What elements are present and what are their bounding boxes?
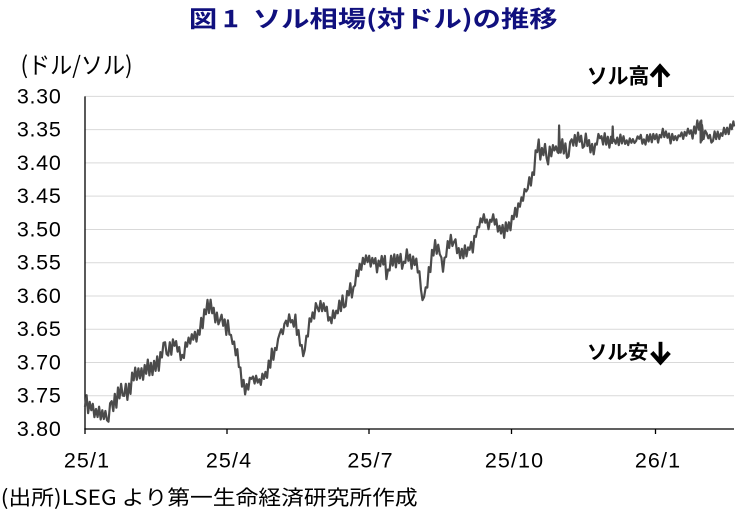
- svg-text:3.35: 3.35: [17, 118, 62, 142]
- svg-text:3.65: 3.65: [17, 317, 62, 341]
- svg-text:25/4: 25/4: [206, 449, 252, 473]
- svg-text:3.45: 3.45: [17, 184, 62, 208]
- svg-text:26/1: 26/1: [635, 449, 681, 473]
- svg-text:3.55: 3.55: [17, 251, 62, 275]
- svg-text:25/10: 25/10: [485, 449, 544, 473]
- svg-text:25/7: 25/7: [347, 449, 393, 473]
- svg-text:25/1: 25/1: [64, 449, 110, 473]
- svg-text:3.50: 3.50: [17, 217, 62, 241]
- svg-text:3.80: 3.80: [17, 417, 62, 441]
- svg-text:3.30: 3.30: [17, 84, 62, 108]
- svg-text:3.70: 3.70: [17, 351, 62, 375]
- svg-text:3.60: 3.60: [17, 284, 62, 308]
- svg-text:3.75: 3.75: [17, 384, 62, 408]
- svg-text:3.40: 3.40: [17, 151, 62, 175]
